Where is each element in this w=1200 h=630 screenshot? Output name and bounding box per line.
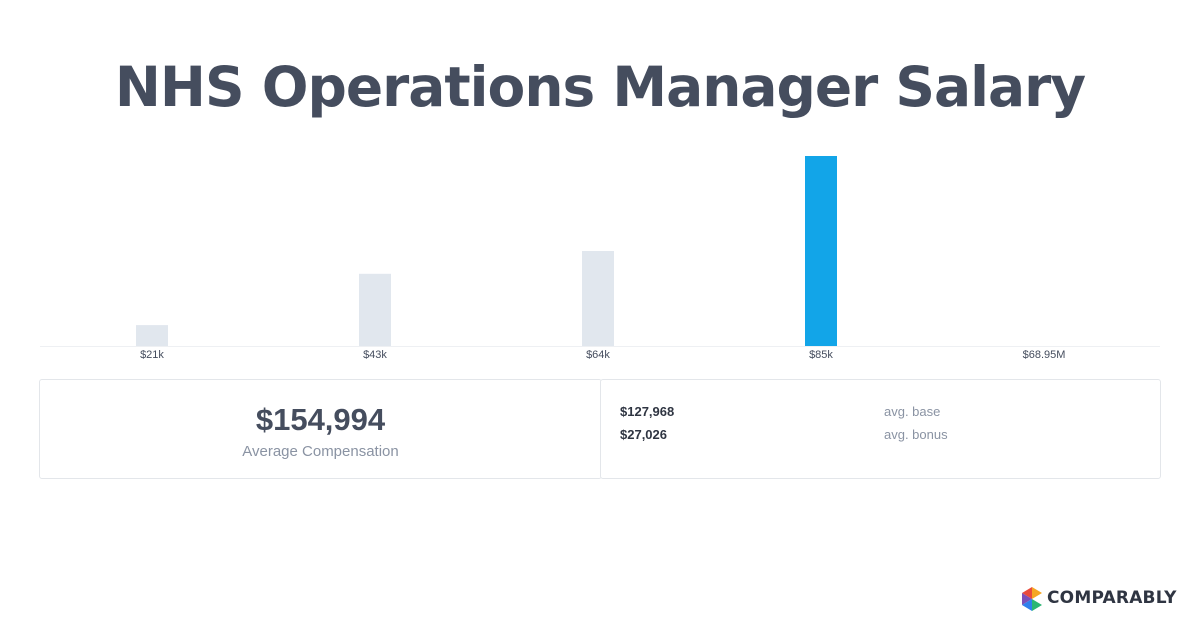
avg-bonus-label: avg. bonus: [884, 427, 948, 442]
compensation-summary: $154,994 Average Compensation $127,968 a…: [39, 379, 1161, 481]
comparably-logo-text: COMPARABLY: [1047, 588, 1177, 608]
compensation-breakdown-card: $127,968 avg. base $27,026 avg. bonus: [600, 379, 1161, 479]
bonus-row: $27,026 avg. bonus: [620, 427, 1140, 447]
salary-distribution-chart: $21k $43k $64k $85k $68.95M: [40, 156, 1160, 361]
avg-bonus-value: $27,026: [620, 427, 667, 442]
bar-2: [582, 251, 614, 346]
average-compensation-label: Average Compensation: [242, 443, 399, 460]
x-tick-label-2: $64k: [586, 349, 610, 361]
bar-0: [136, 325, 168, 346]
bar-3: [805, 156, 837, 346]
page-title: NHS Operations Manager Salary: [114, 55, 1086, 119]
x-tick-label-3: $85k: [809, 349, 833, 361]
x-tick-label-1: $43k: [363, 349, 387, 361]
base-salary-row: $127,968 avg. base: [620, 404, 1140, 424]
avg-base-label: avg. base: [884, 404, 941, 419]
comparably-logo[interactable]: COMPARABLY: [1019, 586, 1184, 612]
comparably-logo-icon: [1022, 587, 1042, 611]
x-tick-label-4: $68.95M: [1023, 349, 1066, 361]
average-compensation-card: $154,994 Average Compensation: [39, 379, 602, 479]
avg-base-value: $127,968: [620, 404, 675, 419]
bar-1: [359, 273, 391, 346]
x-tick-label-0: $21k: [140, 349, 164, 361]
average-compensation-value: $154,994: [255, 402, 386, 437]
